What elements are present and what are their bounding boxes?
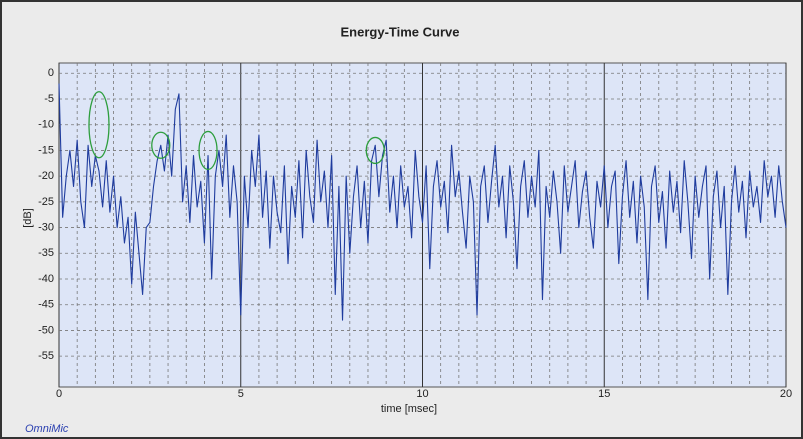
highlight-ellipse xyxy=(151,131,171,159)
highlight-ellipse xyxy=(365,136,385,165)
y-tick-label: -35 xyxy=(38,247,54,259)
chart-title: Energy-Time Curve xyxy=(341,24,460,39)
x-tick-label: 5 xyxy=(238,388,244,400)
y-tick-label: -5 xyxy=(44,93,54,105)
y-tick-label: -30 xyxy=(38,221,54,233)
x-tick-label: 10 xyxy=(416,388,428,400)
footer: OmniMic xyxy=(25,423,69,435)
y-tick-label: -45 xyxy=(38,299,54,311)
marks xyxy=(58,83,787,321)
x-axis-label: time [msec] xyxy=(381,403,437,415)
highlight-ellipse xyxy=(88,91,110,159)
y-axis-label: [dB] xyxy=(22,208,34,228)
y-tick-label: -55 xyxy=(38,350,54,362)
y-tick-label: -50 xyxy=(38,324,54,336)
x-tick-label: 15 xyxy=(598,388,610,400)
grid: 0 5 10 15 20 0 -5 -10 -15 -20 -25 -30 -35 -40 -45 -50 -5… xyxy=(38,63,792,400)
x-tick-label: 20 xyxy=(780,388,792,400)
data-line xyxy=(58,83,787,321)
y-tick-label: -10 xyxy=(38,119,54,131)
highlight-ellipse xyxy=(198,130,218,171)
y-tick-label: -20 xyxy=(38,170,54,182)
y-tick-label: -40 xyxy=(38,273,54,285)
x-tick-label: 0 xyxy=(56,388,62,400)
y-tick-label: -25 xyxy=(38,196,54,208)
y-tick-label: -15 xyxy=(38,144,54,156)
y-tick-label: 0 xyxy=(48,67,54,79)
